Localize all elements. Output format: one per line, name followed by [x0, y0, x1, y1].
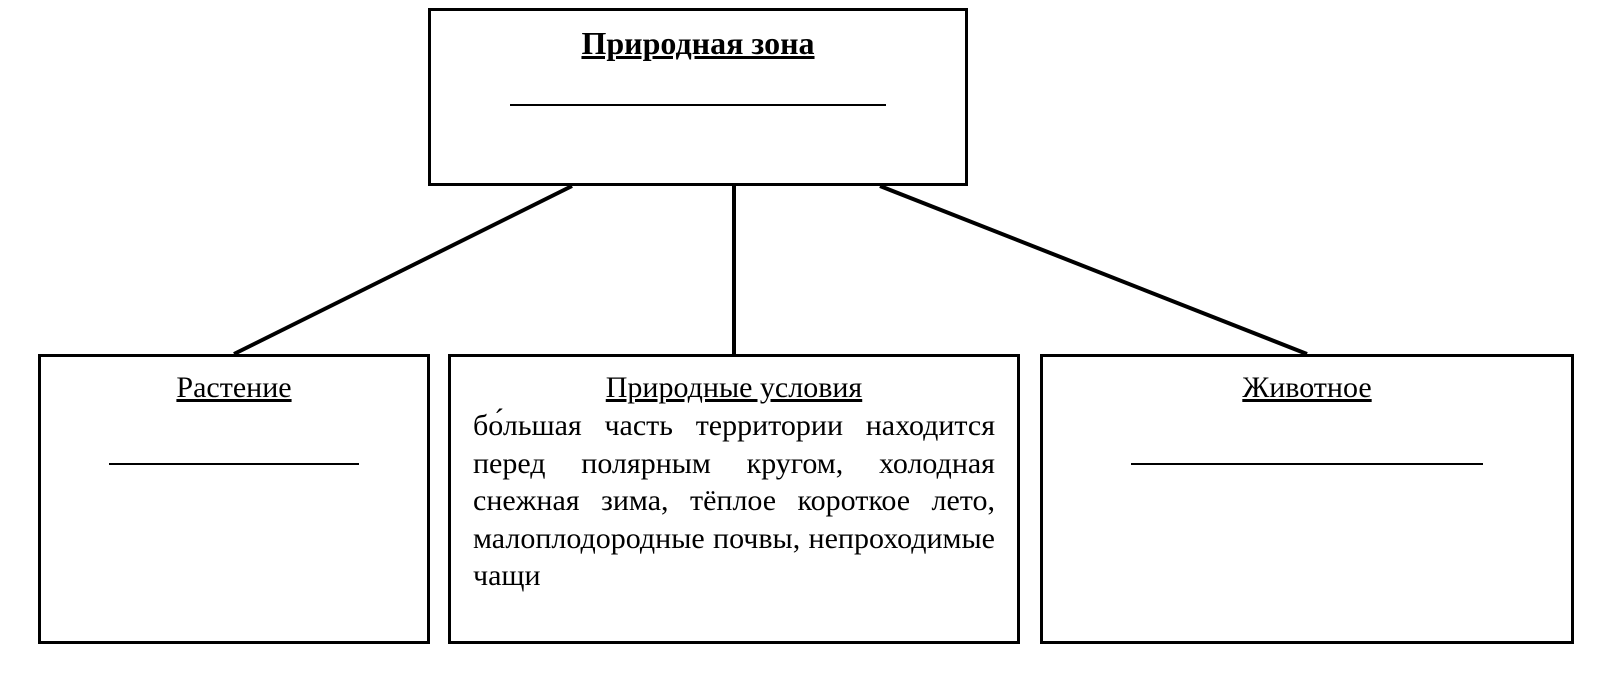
animal-blank-line: [1131, 463, 1482, 465]
connector-line: [880, 186, 1307, 354]
root-title: Природная зона: [451, 25, 945, 62]
root-blank-line: [510, 104, 885, 106]
conditions-title: Природные условия: [473, 371, 995, 405]
child-node-conditions: Природные условия бо́льшая часть террито…: [448, 354, 1020, 644]
plant-title: Растение: [61, 371, 407, 405]
animal-title: Животное: [1063, 371, 1551, 405]
child-node-plant: Растение: [38, 354, 430, 644]
child-node-animal: Животное: [1040, 354, 1574, 644]
plant-blank-line: [109, 463, 358, 465]
connector-line: [234, 186, 572, 354]
root-node-box: Природная зона: [428, 8, 968, 186]
conditions-body: бо́льшая часть территории находится пере…: [473, 407, 995, 595]
